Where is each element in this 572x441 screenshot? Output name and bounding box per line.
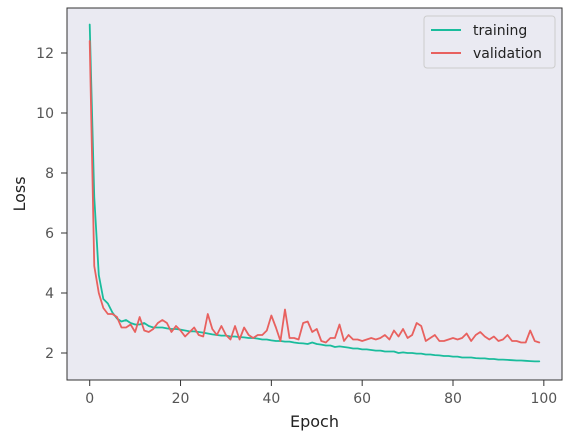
x-axis-label: Epoch bbox=[290, 412, 339, 431]
series-layer bbox=[88, 23, 541, 363]
y-tick-label: 6 bbox=[45, 226, 54, 242]
legend-label-validation: validation bbox=[473, 46, 542, 62]
y-tick-label: 8 bbox=[45, 166, 54, 182]
plot-frame bbox=[66, 7, 563, 381]
y-axis-label: Loss bbox=[10, 176, 29, 211]
x-tick-label: 100 bbox=[530, 391, 557, 407]
x-tick-label: 0 bbox=[85, 391, 94, 407]
y-tick-label: 4 bbox=[45, 286, 54, 302]
series-line-validation bbox=[88, 40, 541, 344]
x-tick-label: 80 bbox=[444, 391, 462, 407]
y-tick-label: 10 bbox=[36, 106, 54, 122]
y-tick-label: 12 bbox=[36, 46, 54, 62]
plot-background bbox=[67, 8, 562, 380]
x-axis-ticks: 0 20 40 60 80 100 bbox=[85, 380, 557, 407]
x-tick-label: 60 bbox=[353, 391, 371, 407]
y-tick-label: 2 bbox=[45, 346, 54, 362]
x-tick-label: 20 bbox=[172, 391, 190, 407]
legend-label-training: training bbox=[473, 23, 527, 39]
x-tick-label: 40 bbox=[262, 391, 280, 407]
y-axis-ticks: 2 4 6 8 10 12 bbox=[36, 46, 67, 362]
legend: training validation bbox=[423, 15, 556, 69]
series-line-training bbox=[88, 23, 541, 363]
